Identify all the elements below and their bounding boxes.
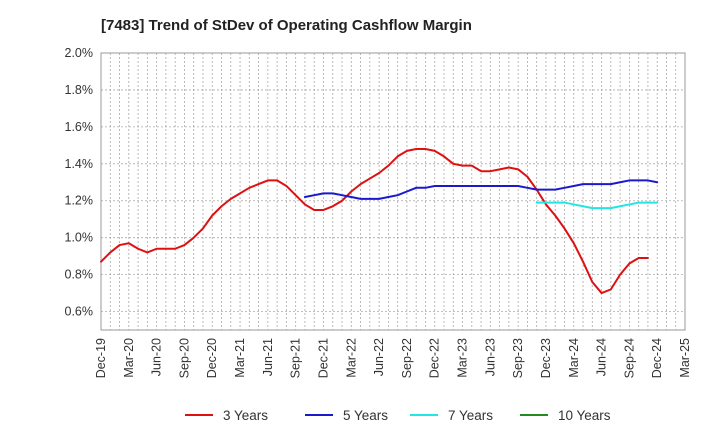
x-tick-label: Mar-22 [344, 338, 358, 378]
x-tick-label: Mar-21 [233, 338, 247, 378]
x-tick-label: Dec-20 [205, 338, 219, 378]
y-axis: 0.6% 0.8% 1.0% 1.2% 1.4% 1.6% 1.8% 2.0% [65, 46, 94, 319]
plot-area [100, 52, 686, 331]
x-tick-label: Sep-23 [511, 338, 525, 378]
y-tick-label: 1.6% [65, 120, 94, 134]
legend-label: 5 Years [343, 408, 388, 423]
x-tick-label: Sep-22 [400, 338, 414, 378]
chart-title: [7483] Trend of StDev of Operating Cashf… [101, 17, 472, 34]
y-tick-label: 1.8% [65, 83, 94, 97]
y-tick-label: 1.2% [65, 194, 94, 208]
legend-label: 3 Years [223, 408, 268, 423]
x-axis: Dec-19 Mar-20 Jun-20 Sep-20 Dec-20 Mar-21 Jun-… [94, 338, 692, 378]
series-line-3-years [100, 148, 649, 295]
x-tick-label: Jun-23 [483, 338, 497, 376]
x-tick-label: Jun-21 [261, 338, 275, 376]
x-tick-label: Sep-21 [289, 338, 303, 378]
x-tick-label: Jun-22 [372, 338, 386, 376]
series-line-7-years [535, 201, 659, 210]
legend-label: 7 Years [448, 408, 493, 423]
x-tick-label: Jun-20 [150, 338, 164, 376]
y-tick-label: 1.0% [65, 231, 94, 245]
x-tick-label: Mar-23 [456, 338, 470, 378]
x-tick-label: Dec-22 [428, 338, 442, 378]
x-tick-label: Dec-21 [316, 338, 330, 378]
series-line-5-years [303, 179, 659, 200]
x-tick-label: Dec-23 [539, 338, 553, 378]
x-tick-label: Dec-19 [94, 338, 108, 378]
series-lines [100, 148, 659, 295]
y-tick-label: 2.0% [65, 46, 94, 60]
x-tick-label: Mar-24 [567, 338, 581, 378]
y-tick-label: 0.8% [65, 268, 94, 282]
y-tick-label: 0.6% [65, 305, 94, 319]
x-tick-label: Sep-24 [622, 338, 636, 378]
x-tick-label: Mar-20 [122, 338, 136, 378]
x-tick-label: Mar-25 [678, 338, 692, 378]
y-tick-label: 1.4% [65, 157, 94, 171]
x-tick-label: Jun-24 [595, 338, 609, 376]
x-tick-label: Dec-24 [650, 338, 664, 378]
legend: 3 Years 5 Years 7 Years 10 Years [185, 408, 611, 423]
x-tick-label: Sep-20 [177, 338, 191, 378]
legend-label: 10 Years [558, 408, 611, 423]
